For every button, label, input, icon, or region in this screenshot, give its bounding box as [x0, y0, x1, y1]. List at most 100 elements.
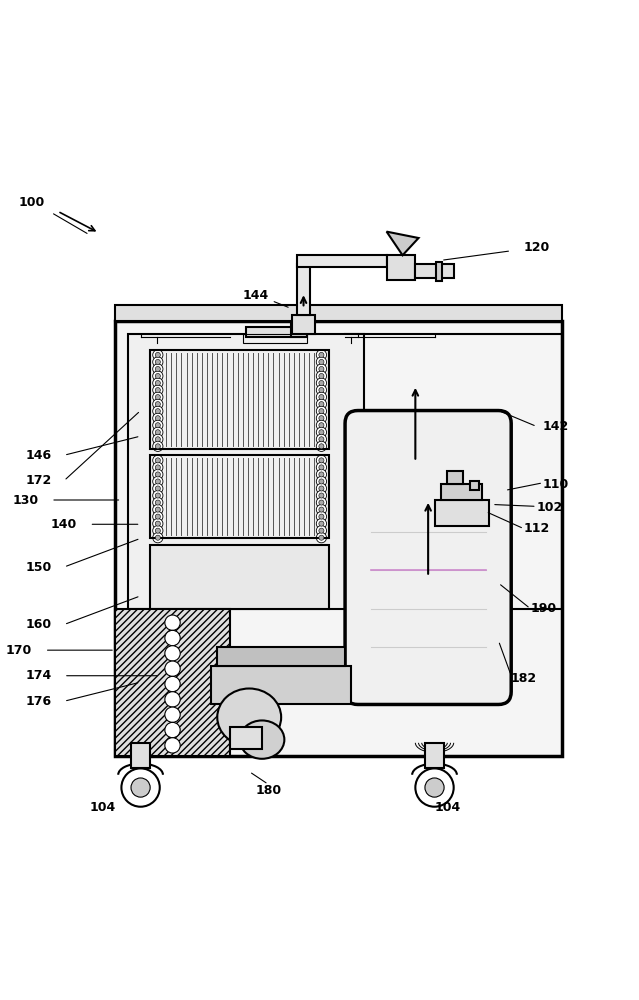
Circle shape	[155, 507, 160, 512]
Bar	[297, 255, 387, 267]
Bar	[470, 481, 479, 490]
Bar	[297, 264, 310, 315]
Circle shape	[316, 526, 327, 536]
Circle shape	[153, 364, 163, 374]
Circle shape	[319, 444, 324, 449]
Bar	[441, 484, 482, 500]
Circle shape	[316, 462, 327, 473]
Text: 110: 110	[543, 478, 569, 491]
Circle shape	[165, 630, 180, 646]
Circle shape	[153, 427, 163, 437]
Circle shape	[165, 707, 180, 722]
Bar	[291, 324, 307, 337]
Circle shape	[319, 528, 324, 533]
Circle shape	[155, 388, 160, 393]
Bar	[292, 315, 315, 334]
Circle shape	[155, 373, 160, 379]
Circle shape	[319, 416, 324, 421]
Circle shape	[319, 366, 324, 372]
Circle shape	[153, 371, 163, 381]
Circle shape	[153, 378, 163, 388]
Circle shape	[316, 413, 327, 423]
Text: 182: 182	[511, 672, 537, 685]
Bar	[246, 327, 304, 337]
Circle shape	[425, 778, 444, 797]
Circle shape	[165, 615, 180, 630]
Circle shape	[131, 778, 150, 797]
Circle shape	[316, 483, 327, 494]
Circle shape	[155, 535, 160, 540]
Circle shape	[316, 364, 327, 374]
Bar	[217, 647, 345, 666]
Text: 100: 100	[19, 196, 45, 209]
Circle shape	[319, 507, 324, 512]
Circle shape	[153, 455, 163, 465]
Bar	[115, 609, 230, 756]
Circle shape	[153, 469, 163, 480]
Circle shape	[319, 423, 324, 428]
Bar	[150, 455, 329, 538]
Circle shape	[319, 409, 324, 414]
Bar	[230, 727, 262, 749]
Circle shape	[319, 500, 324, 505]
Circle shape	[316, 406, 327, 416]
Circle shape	[153, 490, 163, 501]
Circle shape	[316, 469, 327, 480]
Text: 104: 104	[434, 801, 461, 814]
Circle shape	[316, 357, 327, 367]
Circle shape	[155, 528, 160, 533]
Circle shape	[155, 514, 160, 519]
Circle shape	[165, 676, 180, 692]
Circle shape	[316, 533, 327, 543]
FancyBboxPatch shape	[345, 411, 511, 704]
Circle shape	[319, 535, 324, 540]
Bar	[150, 545, 329, 609]
Bar	[115, 321, 562, 756]
Text: 180: 180	[256, 784, 281, 797]
Text: 130: 130	[13, 493, 38, 506]
Text: 104: 104	[89, 801, 116, 814]
Circle shape	[155, 430, 160, 435]
Circle shape	[153, 497, 163, 508]
Bar	[415, 264, 454, 278]
Circle shape	[319, 458, 324, 463]
Bar	[150, 350, 329, 449]
Text: 176: 176	[26, 695, 51, 708]
Circle shape	[153, 406, 163, 416]
Circle shape	[316, 476, 327, 487]
Bar	[447, 471, 463, 484]
Circle shape	[153, 434, 163, 444]
Text: 160: 160	[26, 618, 51, 631]
Bar	[435, 500, 489, 526]
Circle shape	[319, 381, 324, 386]
Bar	[436, 262, 442, 281]
Circle shape	[155, 479, 160, 484]
Circle shape	[155, 416, 160, 421]
Circle shape	[153, 392, 163, 402]
Text: 170: 170	[6, 644, 33, 657]
Circle shape	[155, 493, 160, 498]
Circle shape	[319, 493, 324, 498]
Circle shape	[165, 692, 180, 707]
Circle shape	[316, 427, 327, 437]
Circle shape	[316, 490, 327, 501]
Text: 144: 144	[242, 289, 269, 302]
Circle shape	[155, 366, 160, 372]
Circle shape	[316, 504, 327, 515]
Circle shape	[155, 409, 160, 414]
Circle shape	[415, 768, 454, 807]
Circle shape	[319, 352, 324, 358]
Circle shape	[155, 500, 160, 505]
Bar	[115, 305, 562, 321]
Bar	[243, 334, 307, 343]
Circle shape	[155, 395, 160, 400]
Circle shape	[153, 533, 163, 543]
Circle shape	[316, 350, 327, 360]
Ellipse shape	[217, 689, 281, 746]
Circle shape	[153, 483, 163, 494]
Circle shape	[316, 512, 327, 522]
Bar	[128, 334, 364, 609]
Circle shape	[319, 465, 324, 470]
Circle shape	[153, 413, 163, 423]
Text: 174: 174	[25, 669, 52, 682]
